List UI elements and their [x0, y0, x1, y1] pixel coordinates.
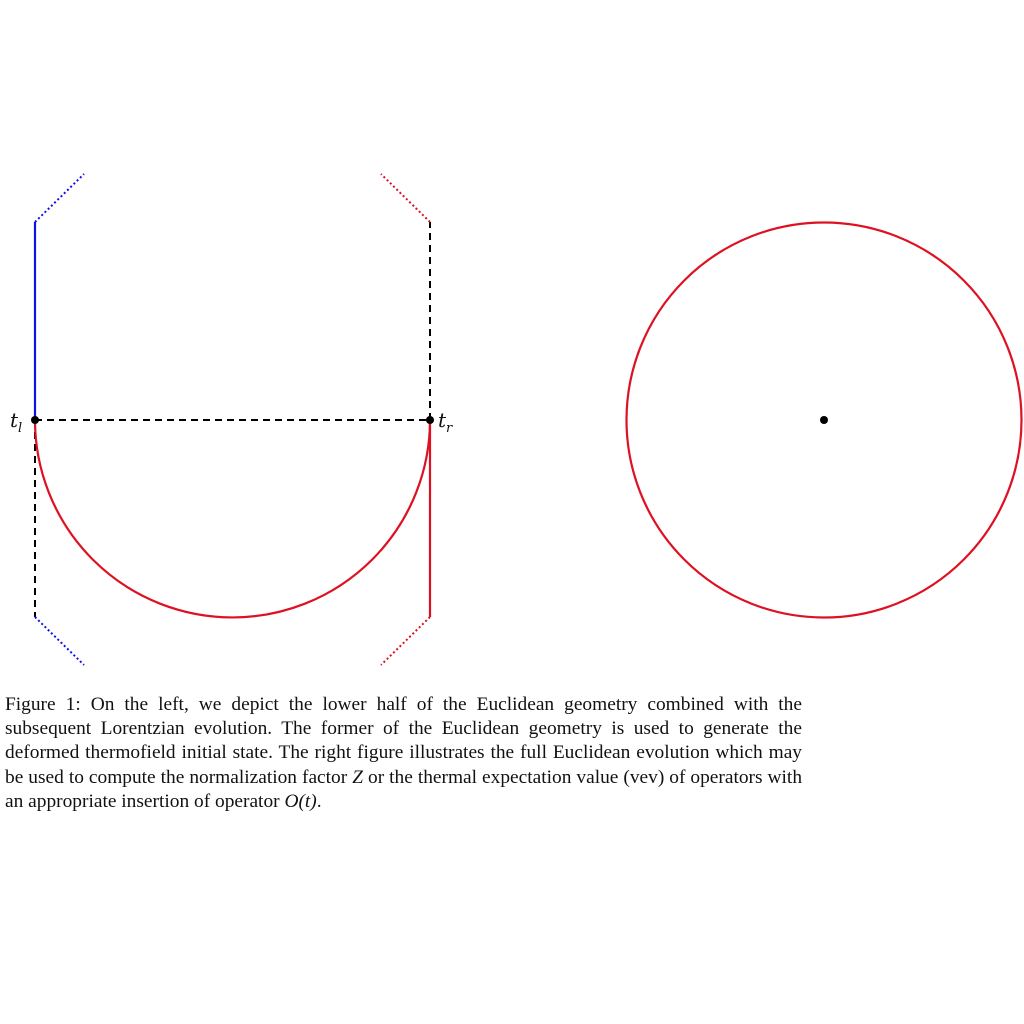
caption-text-part-2: or the thermal expectation value (vev) o…: [5, 766, 803, 812]
left-diagram: tl tr: [10, 173, 453, 666]
point-t-l: [31, 416, 39, 424]
right-top-dotted-diagonal: [380, 173, 431, 223]
caption-label: Figure 1:: [5, 694, 81, 715]
center-point: [820, 416, 828, 424]
point-t-r: [426, 416, 434, 424]
caption-math-z: Z: [352, 766, 364, 788]
left-top-dotted-diagonal: [34, 173, 85, 223]
figure-caption: Figure 1: On the left, we depict the low…: [5, 693, 802, 814]
label-t-r-symbol: t: [438, 408, 447, 432]
label-t-l-symbol: t: [10, 408, 19, 432]
label-t-r-subscript: r: [446, 421, 453, 436]
caption-text-part-1: On the left, we depict the lower half of…: [5, 694, 802, 788]
label-t-l: tl: [10, 408, 22, 436]
label-t-r: tr: [438, 408, 453, 436]
caption-math-operator: O(t): [284, 790, 317, 812]
label-t-l-subscript: l: [18, 421, 22, 436]
euclidean-lower-semicircle: [33, 419, 432, 619]
right-diagram: [625, 221, 1023, 619]
euclidean-full-circle: [625, 221, 1023, 619]
right-bottom-dotted-diagonal: [380, 616, 431, 666]
left-bottom-dotted-diagonal: [34, 616, 85, 666]
caption-text-part-3: .: [316, 790, 322, 812]
